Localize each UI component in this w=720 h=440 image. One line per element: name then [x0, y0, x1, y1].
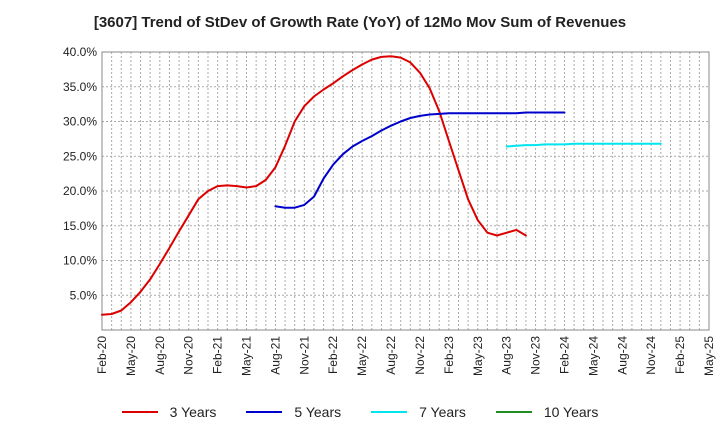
legend: 3 Years 5 Years 7 Years 10 Years — [0, 404, 720, 420]
x-tick-label: Nov-21 — [297, 336, 311, 375]
legend-item-5-years: 5 Years — [246, 404, 341, 420]
legend-item-10-years: 10 Years — [495, 404, 599, 420]
legend-label-5-years: 5 Years — [294, 404, 342, 420]
y-tick-label: 40.0% — [63, 45, 97, 59]
legend-item-3-years: 3 Years — [121, 404, 217, 420]
legend-swatch-10-years — [495, 411, 532, 413]
x-tick-label: Feb-24 — [557, 336, 571, 374]
x-tick-label: Feb-20 — [95, 336, 109, 374]
legend-swatch-7-years — [371, 411, 408, 413]
x-tick-label: May-24 — [586, 336, 600, 376]
legend-label-7-years: 7 Years — [419, 404, 466, 420]
x-tick-label: Aug-20 — [153, 336, 167, 375]
plot-frame — [101, 51, 710, 331]
y-tick-label: 10.0% — [63, 254, 97, 268]
y-tick-label: 20.0% — [63, 184, 97, 198]
grid-layer — [102, 51, 709, 330]
x-tick-label: Aug-24 — [615, 336, 629, 375]
x-tick-label: May-21 — [240, 336, 254, 376]
axis-layer: 5.0% 10.0% 15.0% 20.0% 25.0% 30.0% 35.0% 40.0% F… — [63, 45, 716, 376]
series-line-7-years — [505, 142, 662, 148]
x-tick-label: Nov-22 — [413, 336, 427, 375]
y-tick-label: 35.0% — [63, 80, 97, 94]
series-layer — [101, 55, 662, 316]
x-tick-label: May-22 — [355, 336, 369, 376]
x-tick-label: Feb-25 — [673, 336, 687, 374]
legend-swatch-5-years — [246, 411, 283, 413]
legend-label-10-years: 10 Years — [543, 404, 599, 420]
x-tick-label: Feb-23 — [442, 336, 456, 374]
y-tick-label: 30.0% — [63, 115, 97, 129]
x-tick-label: May-20 — [124, 336, 138, 376]
x-tick-label: Nov-23 — [529, 336, 543, 375]
legend-swatch-3-years — [121, 411, 158, 413]
x-tick-label: Aug-21 — [268, 336, 282, 375]
x-tick-label: Aug-22 — [384, 336, 398, 375]
x-tick-label: Nov-24 — [644, 336, 658, 375]
y-tick-label: 5.0% — [70, 288, 98, 302]
x-tick-label: Nov-20 — [182, 336, 196, 375]
x-tick-label: May-23 — [471, 336, 485, 376]
x-tick-label: Feb-21 — [211, 336, 225, 374]
y-tick-label: 15.0% — [63, 219, 97, 233]
y-tick-label: 25.0% — [63, 149, 97, 163]
legend-label-3-years: 3 Years — [169, 404, 217, 420]
x-tick-label: Feb-22 — [326, 336, 340, 374]
x-tick-label: Aug-23 — [500, 336, 514, 375]
chart-title: [3607] Trend of StDev of Growth Rate (Yo… — [93, 14, 627, 31]
series-line-5-years — [274, 111, 566, 209]
x-tick-label: May-25 — [702, 336, 716, 376]
legend-item-7-years: 7 Years — [371, 404, 466, 420]
series-line-3-years — [101, 55, 527, 316]
